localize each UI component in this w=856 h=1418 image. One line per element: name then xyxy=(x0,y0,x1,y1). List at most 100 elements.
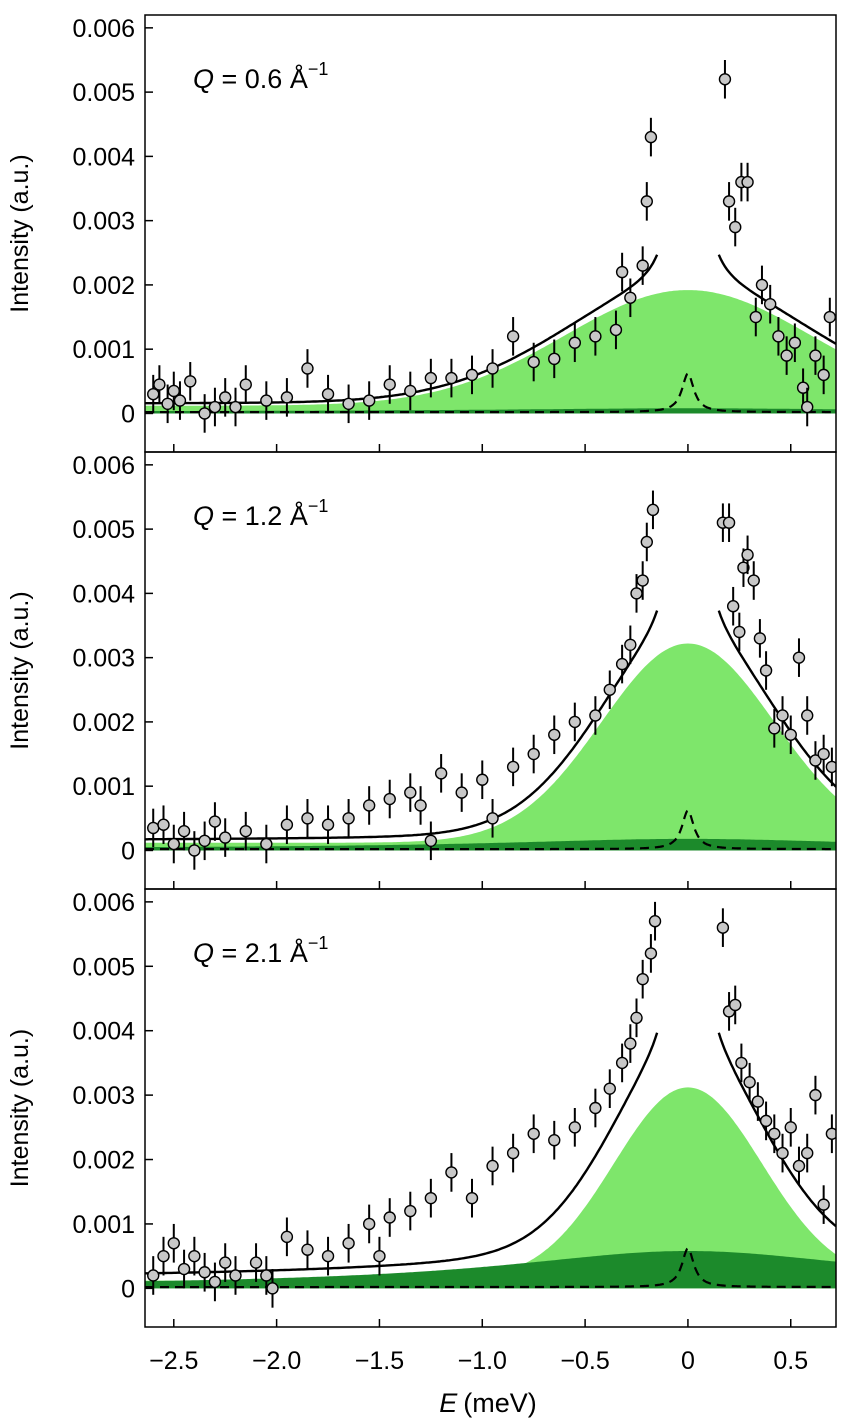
data-point xyxy=(792,651,806,664)
data-point xyxy=(321,818,335,831)
data-point xyxy=(722,195,736,208)
q-value: = 1.2 Å xyxy=(214,500,308,531)
data-point xyxy=(208,815,222,828)
data-point xyxy=(404,1204,417,1218)
data-point xyxy=(373,1249,386,1263)
x-tick-label: −1.0 xyxy=(458,1347,507,1375)
data-point xyxy=(759,664,773,677)
data-point xyxy=(776,709,789,722)
data-point xyxy=(198,834,211,848)
data-point xyxy=(177,1262,191,1276)
data-point xyxy=(184,375,197,388)
data-point xyxy=(301,812,314,825)
y-tick-label: 0 xyxy=(121,837,135,865)
data-point xyxy=(260,1269,273,1282)
data-point xyxy=(716,921,730,934)
y-tick-label: 0.006 xyxy=(72,15,135,43)
data-point xyxy=(825,760,836,774)
data-point xyxy=(568,1121,582,1134)
data-point xyxy=(630,587,643,600)
data-point xyxy=(486,812,499,825)
data-point xyxy=(733,625,746,639)
elastic-dashed-line xyxy=(145,809,836,851)
data-point xyxy=(157,818,170,831)
data-point xyxy=(825,1127,836,1140)
data-point xyxy=(749,310,762,324)
plot-area xyxy=(145,490,836,870)
data-point xyxy=(737,561,750,574)
data-point xyxy=(784,728,797,741)
data-point xyxy=(383,792,396,806)
data-point xyxy=(729,998,742,1012)
data-point xyxy=(636,574,649,587)
q-symbol: Q xyxy=(193,64,214,94)
x-tick-label: 0 xyxy=(681,1347,695,1375)
data-point xyxy=(362,394,376,407)
data-point xyxy=(506,760,520,774)
data-point xyxy=(147,821,160,835)
total-fit-line-left xyxy=(145,1032,659,1275)
data-point xyxy=(718,73,732,86)
data-point xyxy=(788,336,802,349)
data-point xyxy=(157,1249,170,1263)
data-point xyxy=(548,1134,561,1147)
y-tick-label: 0 xyxy=(121,400,135,428)
q-exponent: −1 xyxy=(308,59,329,79)
data-point xyxy=(301,1243,314,1256)
data-point xyxy=(796,381,810,394)
data-point xyxy=(260,837,273,851)
y-axis-label: Intensity (a.u.) xyxy=(6,154,34,312)
plot-area xyxy=(145,901,836,1308)
data-point xyxy=(817,1198,830,1211)
y-tick-label: 0.004 xyxy=(72,580,135,608)
q-exponent: −1 xyxy=(308,933,329,953)
data-point xyxy=(465,368,479,382)
x-tick-label: −2.0 xyxy=(252,1347,301,1375)
data-point xyxy=(548,352,561,366)
data-point xyxy=(342,397,355,411)
y-tick-label: 0.002 xyxy=(72,709,135,737)
data-point xyxy=(266,1282,279,1295)
data-point xyxy=(751,1095,765,1108)
data-point xyxy=(768,1127,781,1140)
data-point xyxy=(646,503,660,517)
data-point xyxy=(768,722,781,735)
data-point xyxy=(801,1146,814,1160)
data-point xyxy=(776,1146,789,1160)
data-point xyxy=(609,323,623,337)
data-point xyxy=(747,574,760,587)
data-point xyxy=(589,330,602,343)
data-point xyxy=(644,947,658,960)
data-point xyxy=(527,1127,540,1140)
x-tick-label: −0.5 xyxy=(560,1347,609,1375)
data-point xyxy=(568,715,582,729)
data-point xyxy=(147,1269,160,1282)
data-point xyxy=(817,368,830,382)
data-point xyxy=(383,378,396,391)
data-point xyxy=(801,709,814,722)
quasielastic-area xyxy=(145,290,836,414)
panels: 0 0.001 0.002 0.003 0.004 0.005 0.006 Intensity… xyxy=(6,14,837,1328)
total-fit-line-left xyxy=(145,254,659,405)
data-point xyxy=(177,824,191,838)
quasielastic-area xyxy=(145,1087,836,1289)
data-point xyxy=(624,638,637,651)
data-point xyxy=(280,391,294,404)
data-point xyxy=(424,371,438,385)
data-point xyxy=(229,400,242,414)
total-fit-line-right xyxy=(717,254,836,345)
data-point xyxy=(219,391,232,404)
data-point xyxy=(615,1056,629,1070)
q-annotation: Q = 0.6 Å−1 xyxy=(193,59,328,94)
y-tick-label: 0.006 xyxy=(72,452,135,480)
data-point xyxy=(772,330,785,343)
y-tick-label: 0.003 xyxy=(72,1082,135,1110)
y-tick-label: 0.002 xyxy=(72,1147,135,1175)
data-point xyxy=(759,1114,773,1128)
data-point xyxy=(219,1256,232,1269)
data-point xyxy=(167,384,180,398)
data-point xyxy=(208,400,222,414)
data-point xyxy=(321,387,335,401)
data-point xyxy=(801,400,814,414)
